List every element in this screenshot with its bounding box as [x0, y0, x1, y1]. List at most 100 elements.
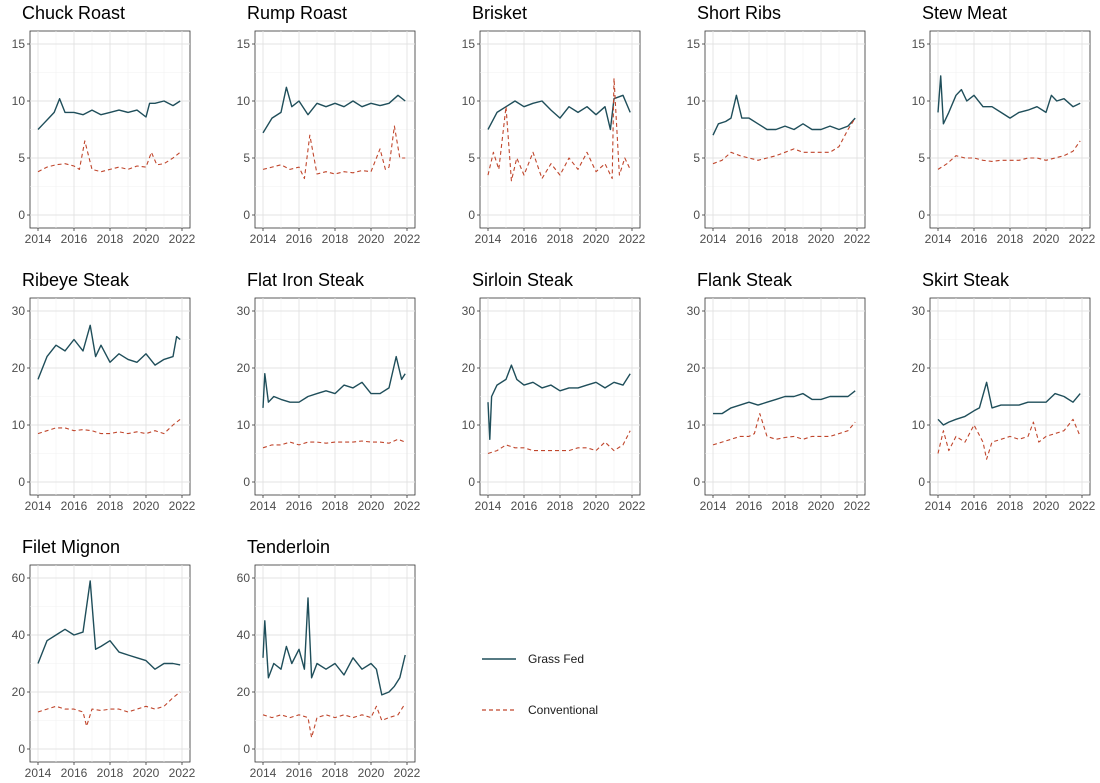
y-tick-label: 0 [243, 208, 250, 222]
series-line-conventional [712, 413, 856, 446]
y-tick-label: 10 [12, 418, 26, 432]
panel-title: Flat Iron Steak [247, 270, 365, 290]
x-tick-label: 2016 [61, 766, 88, 780]
y-tick-label: 30 [237, 304, 251, 318]
x-tick-label: 2020 [1033, 232, 1060, 246]
x-tick-label: 2014 [25, 232, 52, 246]
x-tick-label: 2018 [322, 232, 349, 246]
series-line-conventional [262, 703, 406, 739]
x-tick-label: 2014 [700, 232, 727, 246]
x-tick-label: 2022 [169, 232, 196, 246]
y-tick-label: 10 [912, 94, 926, 108]
x-tick-label: 2014 [25, 766, 52, 780]
panel-short-ribs: Short Ribs 2014 2016 2018 2020 2022 0 5 10 15 [687, 3, 871, 246]
y-tick-label: 0 [918, 475, 925, 489]
x-tick-label: 2020 [808, 499, 835, 513]
panel-title: Brisket [472, 3, 527, 23]
x-tick-label: 2014 [250, 499, 277, 513]
y-tick-label: 40 [237, 628, 251, 642]
x-tick-label: 2020 [133, 766, 160, 780]
x-tick-label: 2014 [925, 232, 952, 246]
panel-title: Skirt Steak [922, 270, 1010, 290]
x-tick-label: 2018 [772, 499, 799, 513]
y-tick-label: 60 [237, 571, 251, 585]
x-tick-label: 2016 [961, 232, 988, 246]
x-tick-label: 2022 [844, 499, 871, 513]
x-tick-label: 2018 [772, 232, 799, 246]
panel-flat-iron-steak: Flat Iron Steak 2014 2016 2018 2020 2022 0 10 20… [237, 270, 421, 513]
x-tick-label: 2020 [358, 499, 385, 513]
x-tick-label: 2014 [475, 232, 502, 246]
x-tick-label: 2018 [322, 499, 349, 513]
x-tick-label: 2020 [583, 232, 610, 246]
chart-legend: Grass Fed Conventional [482, 652, 598, 717]
x-tick-label: 2018 [547, 232, 574, 246]
y-tick-label: 15 [687, 37, 701, 51]
x-tick-label: 2018 [547, 499, 574, 513]
y-tick-label: 0 [468, 475, 475, 489]
y-tick-label: 5 [918, 151, 925, 165]
x-tick-label: 2018 [97, 766, 124, 780]
panel-title: Rump Roast [247, 3, 347, 23]
series-line-conventional [937, 140, 1081, 170]
y-tick-label: 10 [462, 418, 476, 432]
panel-title: Chuck Roast [22, 3, 125, 23]
y-tick-label: 0 [693, 475, 700, 489]
legend-label-conventional: Conventional [528, 703, 598, 717]
y-tick-label: 20 [687, 361, 701, 375]
x-tick-label: 2022 [394, 499, 421, 513]
series-line-grass-fed [37, 324, 181, 380]
x-tick-label: 2020 [1033, 499, 1060, 513]
panel-title: Flank Steak [697, 270, 793, 290]
panel-brisket: Brisket 2014 2016 2018 2020 2022 0 5 10 15 [462, 3, 646, 246]
y-tick-label: 30 [687, 304, 701, 318]
y-tick-label: 20 [12, 685, 26, 699]
x-tick-label: 2016 [736, 232, 763, 246]
series-line-grass-fed [262, 355, 406, 408]
series-line-grass-fed [487, 364, 631, 440]
x-tick-label: 2020 [808, 232, 835, 246]
x-tick-label: 2020 [358, 766, 385, 780]
x-tick-label: 2014 [25, 499, 52, 513]
y-tick-label: 10 [237, 94, 251, 108]
panel-sirloin-steak: Sirloin Steak 2014 2016 2018 2020 2022 0 10 20 30 [462, 270, 646, 513]
series-line-conventional [37, 140, 181, 173]
y-tick-label: 10 [687, 94, 701, 108]
x-tick-label: 2014 [475, 499, 502, 513]
x-tick-label: 2022 [394, 766, 421, 780]
y-tick-label: 15 [237, 37, 251, 51]
panel-title: Short Ribs [697, 3, 781, 23]
x-tick-label: 2022 [1069, 499, 1096, 513]
series-line-grass-fed [487, 94, 631, 131]
y-tick-label: 5 [693, 151, 700, 165]
y-tick-label: 0 [18, 742, 25, 756]
x-tick-label: 2020 [358, 232, 385, 246]
y-tick-label: 10 [237, 418, 251, 432]
y-tick-label: 10 [462, 94, 476, 108]
y-tick-label: 20 [462, 361, 476, 375]
x-tick-label: 2022 [619, 499, 646, 513]
y-tick-label: 20 [912, 361, 926, 375]
series-line-grass-fed [37, 97, 181, 130]
y-tick-label: 40 [12, 628, 26, 642]
y-tick-label: 5 [243, 151, 250, 165]
y-tick-label: 0 [18, 208, 25, 222]
panel-rump-roast: Rump Roast 2014 2016 2018 2020 2022 0 5 10 15 [237, 3, 421, 246]
x-tick-label: 2016 [286, 499, 313, 513]
panel-skirt-steak: Skirt Steak 2014 2016 2018 2020 2022 0 10 20 30 [912, 270, 1096, 513]
series-line-grass-fed [937, 75, 1081, 125]
series-line-conventional [487, 77, 631, 182]
y-tick-label: 10 [912, 418, 926, 432]
series-line-grass-fed [937, 381, 1081, 426]
y-tick-label: 0 [243, 475, 250, 489]
panel-flank-steak: Flank Steak 2014 2016 2018 2020 2022 0 10 20 30 [687, 270, 871, 513]
x-tick-label: 2014 [250, 766, 277, 780]
x-tick-label: 2016 [736, 499, 763, 513]
y-tick-label: 15 [12, 37, 26, 51]
series-line-conventional [487, 430, 631, 455]
x-tick-label: 2014 [250, 232, 277, 246]
panel-title: Ribeye Steak [22, 270, 130, 290]
series-line-grass-fed [712, 94, 856, 136]
